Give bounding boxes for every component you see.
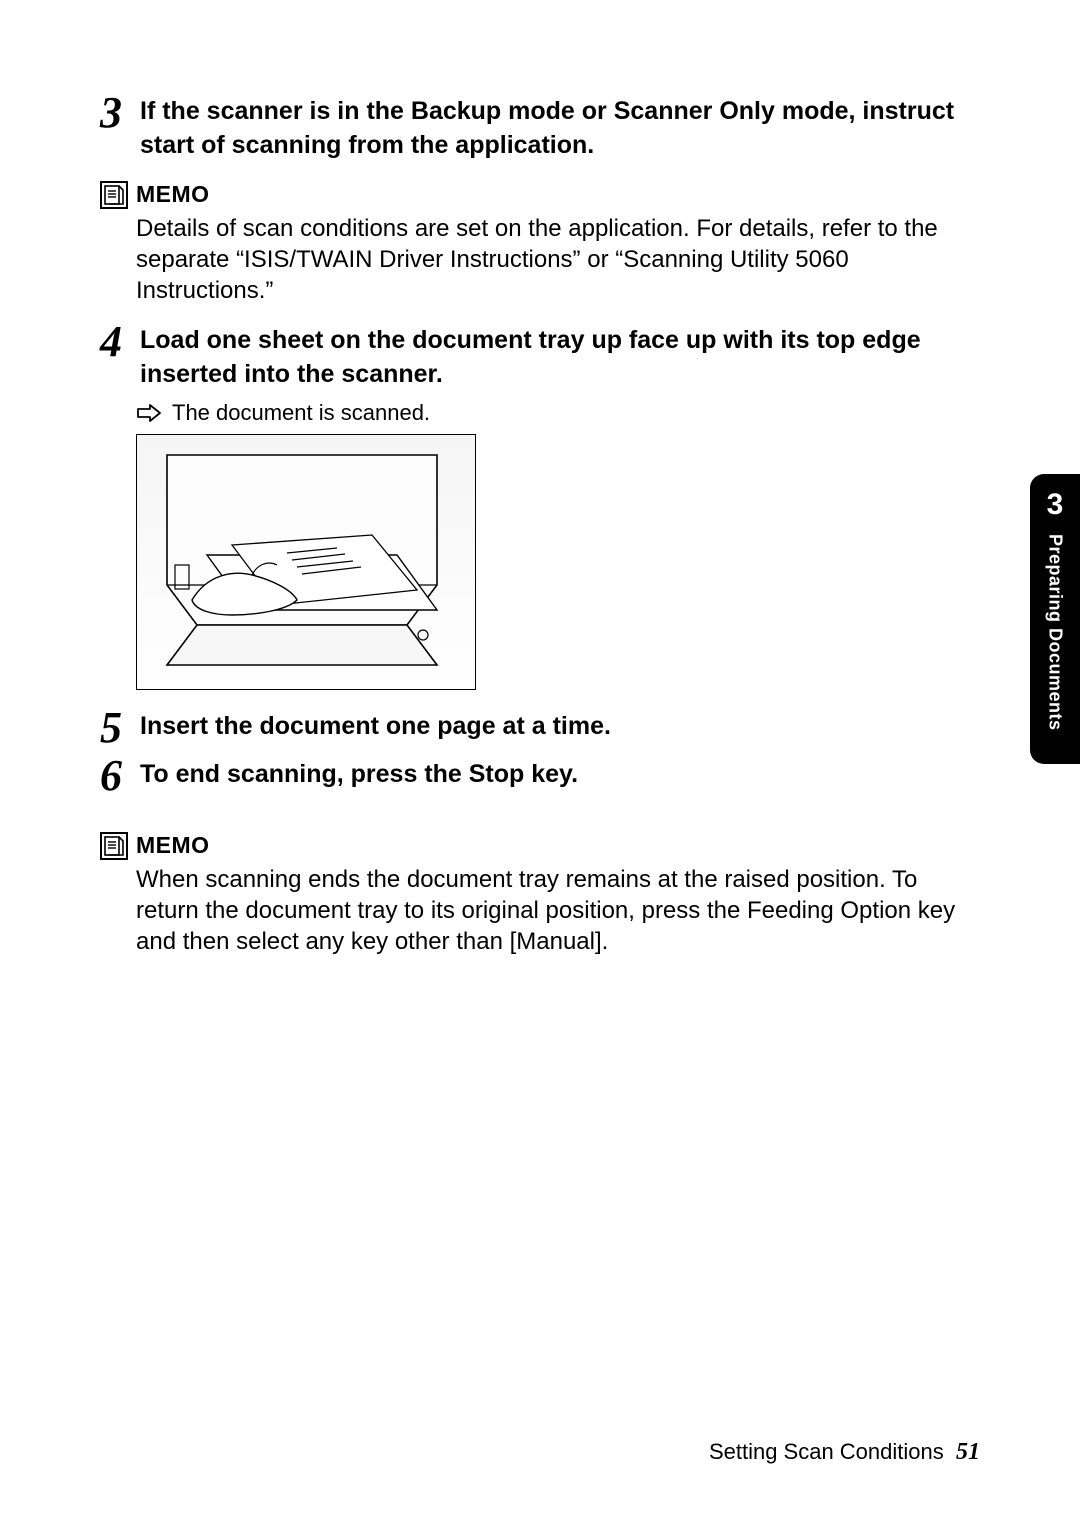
memo-label: MEMO bbox=[136, 181, 210, 208]
step-title: Load one sheet on the document tray up f… bbox=[136, 324, 980, 392]
result-text: The document is scanned. bbox=[172, 400, 430, 426]
step-number: 4 bbox=[100, 320, 136, 364]
step-6: 6 To end scanning, press the Stop key. bbox=[100, 758, 980, 798]
step-3: 3 If the scanner is in the Backup mode o… bbox=[100, 95, 980, 163]
memo-icon bbox=[100, 832, 128, 860]
page: 3 If the scanner is in the Backup mode o… bbox=[0, 0, 1080, 1526]
step-5: 5 Insert the document one page at a time… bbox=[100, 710, 980, 750]
scanner-figure bbox=[136, 434, 476, 690]
step-title: Insert the document one page at a time. bbox=[136, 710, 611, 744]
side-tab-text: Preparing Documents bbox=[1045, 534, 1066, 731]
memo-label: MEMO bbox=[136, 832, 210, 859]
step-title: To end scanning, press the Stop key. bbox=[136, 758, 578, 792]
memo-block: MEMO Details of scan conditions are set … bbox=[100, 181, 980, 307]
side-tab: 3 Preparing Documents bbox=[1030, 474, 1080, 764]
footer-section: Setting Scan Conditions bbox=[709, 1439, 944, 1464]
side-tab-number: 3 bbox=[1047, 488, 1064, 522]
memo-header: MEMO bbox=[100, 832, 980, 860]
page-footer: Setting Scan Conditions 51 bbox=[709, 1439, 980, 1466]
memo-body: When scanning ends the document tray rem… bbox=[100, 860, 980, 958]
memo-header: MEMO bbox=[100, 181, 980, 209]
memo-body: Details of scan conditions are set on th… bbox=[100, 209, 980, 307]
step-number: 5 bbox=[100, 706, 136, 750]
result-line: The document is scanned. bbox=[100, 400, 980, 426]
arrow-right-icon bbox=[136, 403, 162, 423]
memo-block: MEMO When scanning ends the document tra… bbox=[100, 832, 980, 958]
step-number: 6 bbox=[100, 754, 136, 798]
step-4: 4 Load one sheet on the document tray up… bbox=[100, 324, 980, 392]
footer-page-number: 51 bbox=[956, 1439, 980, 1465]
step-title: If the scanner is in the Backup mode or … bbox=[136, 95, 980, 163]
step-number: 3 bbox=[100, 91, 136, 135]
memo-icon bbox=[100, 181, 128, 209]
